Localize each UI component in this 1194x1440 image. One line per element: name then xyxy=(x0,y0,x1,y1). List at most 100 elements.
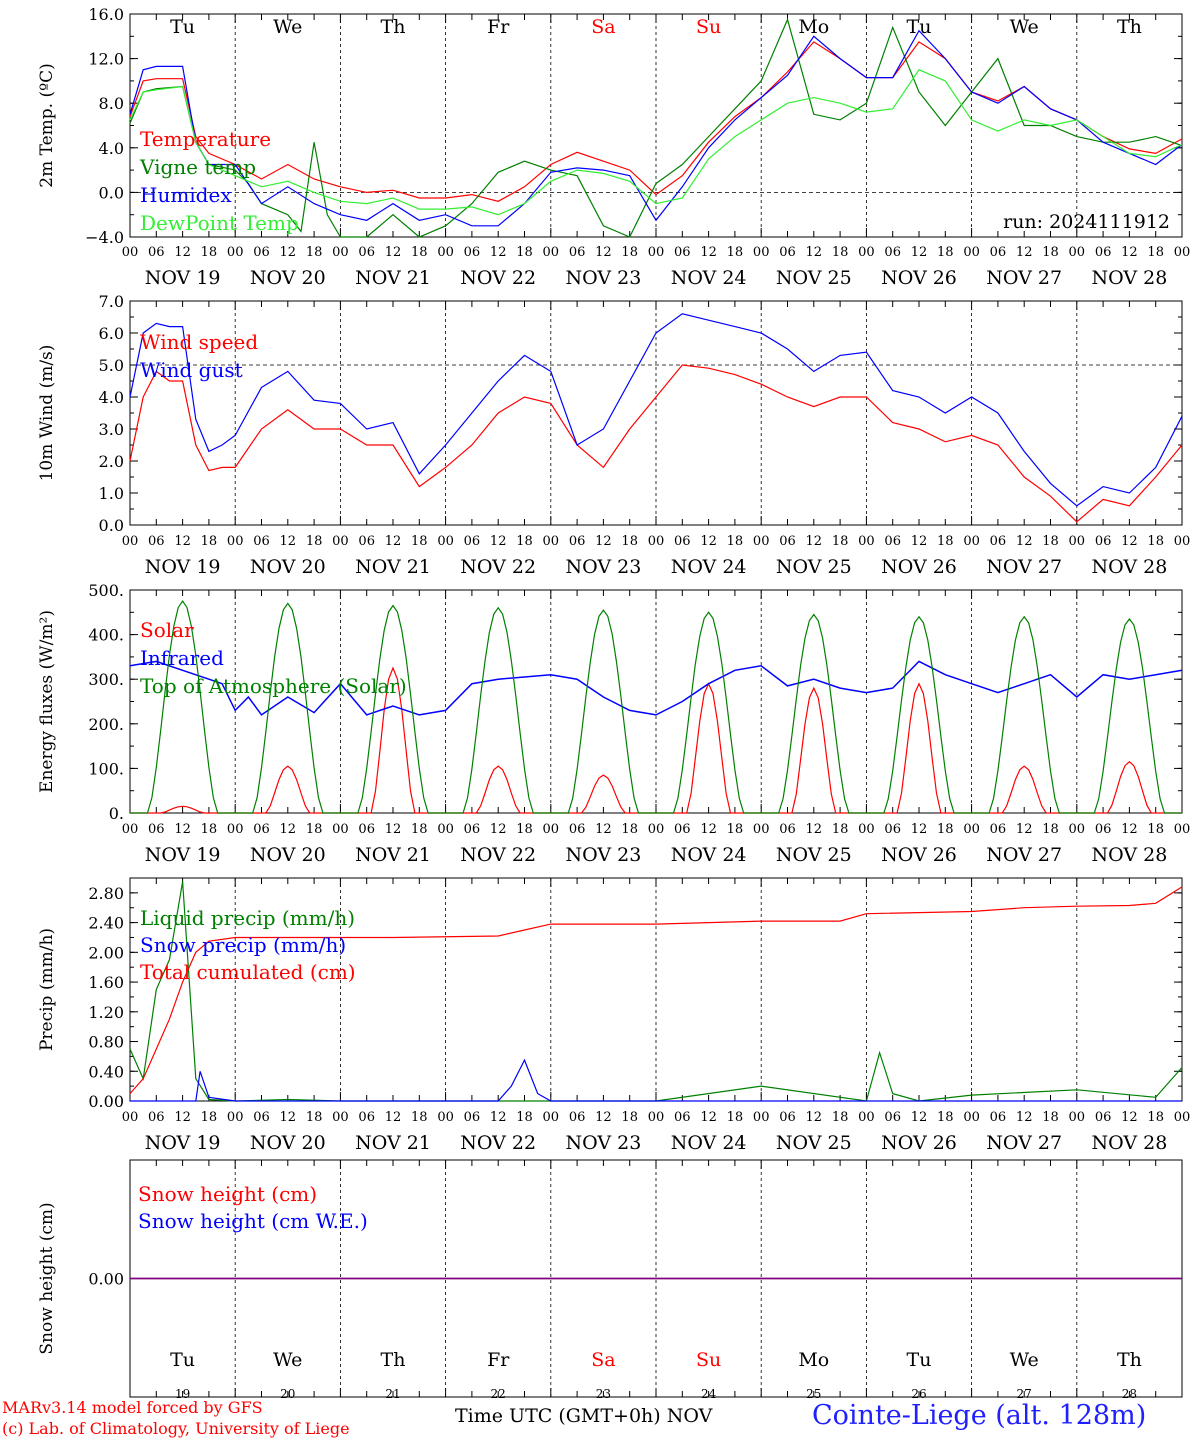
y-tick-label: 4.0 xyxy=(99,388,124,407)
plot-frame-2 xyxy=(129,589,1183,814)
date-label: NOV 25 xyxy=(776,556,852,578)
hour-label: 06 xyxy=(884,245,901,260)
weekday-label: Su xyxy=(696,16,721,38)
series-line-total-cumulated-cm xyxy=(129,886,1183,1094)
hour-label: 00 xyxy=(122,534,139,549)
y-tick-label: 0.80 xyxy=(88,1033,124,1052)
y-tick-label: 3.0 xyxy=(99,420,124,439)
hour-label: 00 xyxy=(753,534,770,549)
legend-entry: Wind speed xyxy=(140,330,258,354)
hour-label: 00 xyxy=(227,1110,244,1125)
hour-label: 00 xyxy=(858,1110,875,1125)
hour-label: 12 xyxy=(490,822,507,837)
hour-label: 00 xyxy=(227,245,244,260)
hour-label: 06 xyxy=(1095,1110,1112,1125)
hour-label: 00 xyxy=(753,1110,770,1125)
series-line-dewpoint-temp xyxy=(129,69,1183,216)
date-label: NOV 19 xyxy=(145,267,221,289)
hour-label: 06 xyxy=(779,1110,796,1125)
date-label: NOV 28 xyxy=(1091,556,1167,578)
hour-label: 00 xyxy=(963,245,980,260)
hour-label: 18 xyxy=(411,1110,428,1125)
hour-label: 06 xyxy=(569,1110,586,1125)
hour-label: 00 xyxy=(437,245,454,260)
hour-label: 12 xyxy=(806,1110,823,1125)
hour-label: 18 xyxy=(621,245,638,260)
hour-label: 00 xyxy=(1174,245,1191,260)
y-tick-label: 1.0 xyxy=(99,484,124,503)
x-axis-title: Time UTC (GMT+0h) NOV xyxy=(455,1405,713,1427)
weekday-label: Tu xyxy=(170,1349,195,1371)
date-label: NOV 22 xyxy=(460,267,536,289)
hour-label: 12 xyxy=(595,822,612,837)
date-label: NOV 26 xyxy=(881,556,957,578)
date-label: NOV 24 xyxy=(671,1132,747,1154)
date-label: NOV 27 xyxy=(986,267,1062,289)
hour-label: 06 xyxy=(990,822,1007,837)
y-axis-label: 10m Wind (m/s) xyxy=(37,345,57,482)
day-number-label: 23 xyxy=(596,1387,611,1401)
hour-label: 06 xyxy=(148,245,165,260)
hour-label: 06 xyxy=(148,822,165,837)
date-label: NOV 24 xyxy=(671,267,747,289)
hour-label: 00 xyxy=(963,534,980,549)
hour-label: 00 xyxy=(332,245,349,260)
hour-label: 12 xyxy=(806,534,823,549)
date-label: NOV 23 xyxy=(565,556,641,578)
hour-label: 18 xyxy=(621,822,638,837)
day-number-label: 19 xyxy=(175,1387,190,1401)
hour-label: 18 xyxy=(1042,245,1059,260)
hour-label: 12 xyxy=(595,534,612,549)
hour-label: 12 xyxy=(490,245,507,260)
hour-label: 00 xyxy=(437,534,454,549)
hour-label: 12 xyxy=(174,1110,191,1125)
y-tick-label: 0.0 xyxy=(99,516,124,535)
hour-label: 00 xyxy=(648,245,665,260)
hour-label: 12 xyxy=(174,245,191,260)
hour-label: 12 xyxy=(385,1110,402,1125)
hour-label: 00 xyxy=(122,822,139,837)
legend-entry: Infrared xyxy=(140,646,224,670)
y-tick-label: 16.0 xyxy=(88,5,124,24)
run-annotation: run: 2024111912 xyxy=(1003,211,1170,233)
hour-label: 18 xyxy=(516,1110,533,1125)
hour-label: 18 xyxy=(306,245,323,260)
hour-label: 00 xyxy=(332,822,349,837)
date-label: NOV 19 xyxy=(145,1132,221,1154)
date-label: NOV 28 xyxy=(1091,267,1167,289)
hour-label: 06 xyxy=(779,822,796,837)
hour-label: 00 xyxy=(1069,1110,1086,1125)
date-label: NOV 24 xyxy=(671,556,747,578)
y-tick-label: 12.0 xyxy=(88,50,124,69)
hour-label: 18 xyxy=(832,245,849,260)
hour-label: 06 xyxy=(253,1110,270,1125)
hour-label: 12 xyxy=(280,822,297,837)
weekday-label: Sa xyxy=(591,1349,615,1371)
hour-label: 06 xyxy=(253,822,270,837)
hour-label: 06 xyxy=(464,534,481,549)
legend-entry: Solar xyxy=(140,618,194,642)
hour-label: 06 xyxy=(253,534,270,549)
day-number-label: 20 xyxy=(280,1387,295,1401)
hour-label: 00 xyxy=(858,245,875,260)
hour-label: 12 xyxy=(911,822,928,837)
hour-label: 00 xyxy=(1069,245,1086,260)
hour-label: 12 xyxy=(385,534,402,549)
hour-label: 00 xyxy=(437,1110,454,1125)
hour-label: 00 xyxy=(543,1110,560,1125)
hour-label: 18 xyxy=(411,822,428,837)
date-label: NOV 26 xyxy=(881,844,957,866)
hour-label: 18 xyxy=(1042,534,1059,549)
hour-label: 06 xyxy=(674,245,691,260)
hour-label: 06 xyxy=(674,534,691,549)
hour-label: 18 xyxy=(727,245,744,260)
hour-label: 12 xyxy=(1016,1110,1033,1125)
hour-label: 12 xyxy=(700,1110,717,1125)
legend-entry: DewPoint Temp xyxy=(140,211,299,235)
y-tick-label: 0.0 xyxy=(99,183,124,202)
date-label: NOV 23 xyxy=(565,844,641,866)
series-line-liquid-precip-mm-h xyxy=(129,881,1183,1102)
date-label: NOV 20 xyxy=(250,1132,326,1154)
weekday-label: We xyxy=(1010,16,1039,38)
